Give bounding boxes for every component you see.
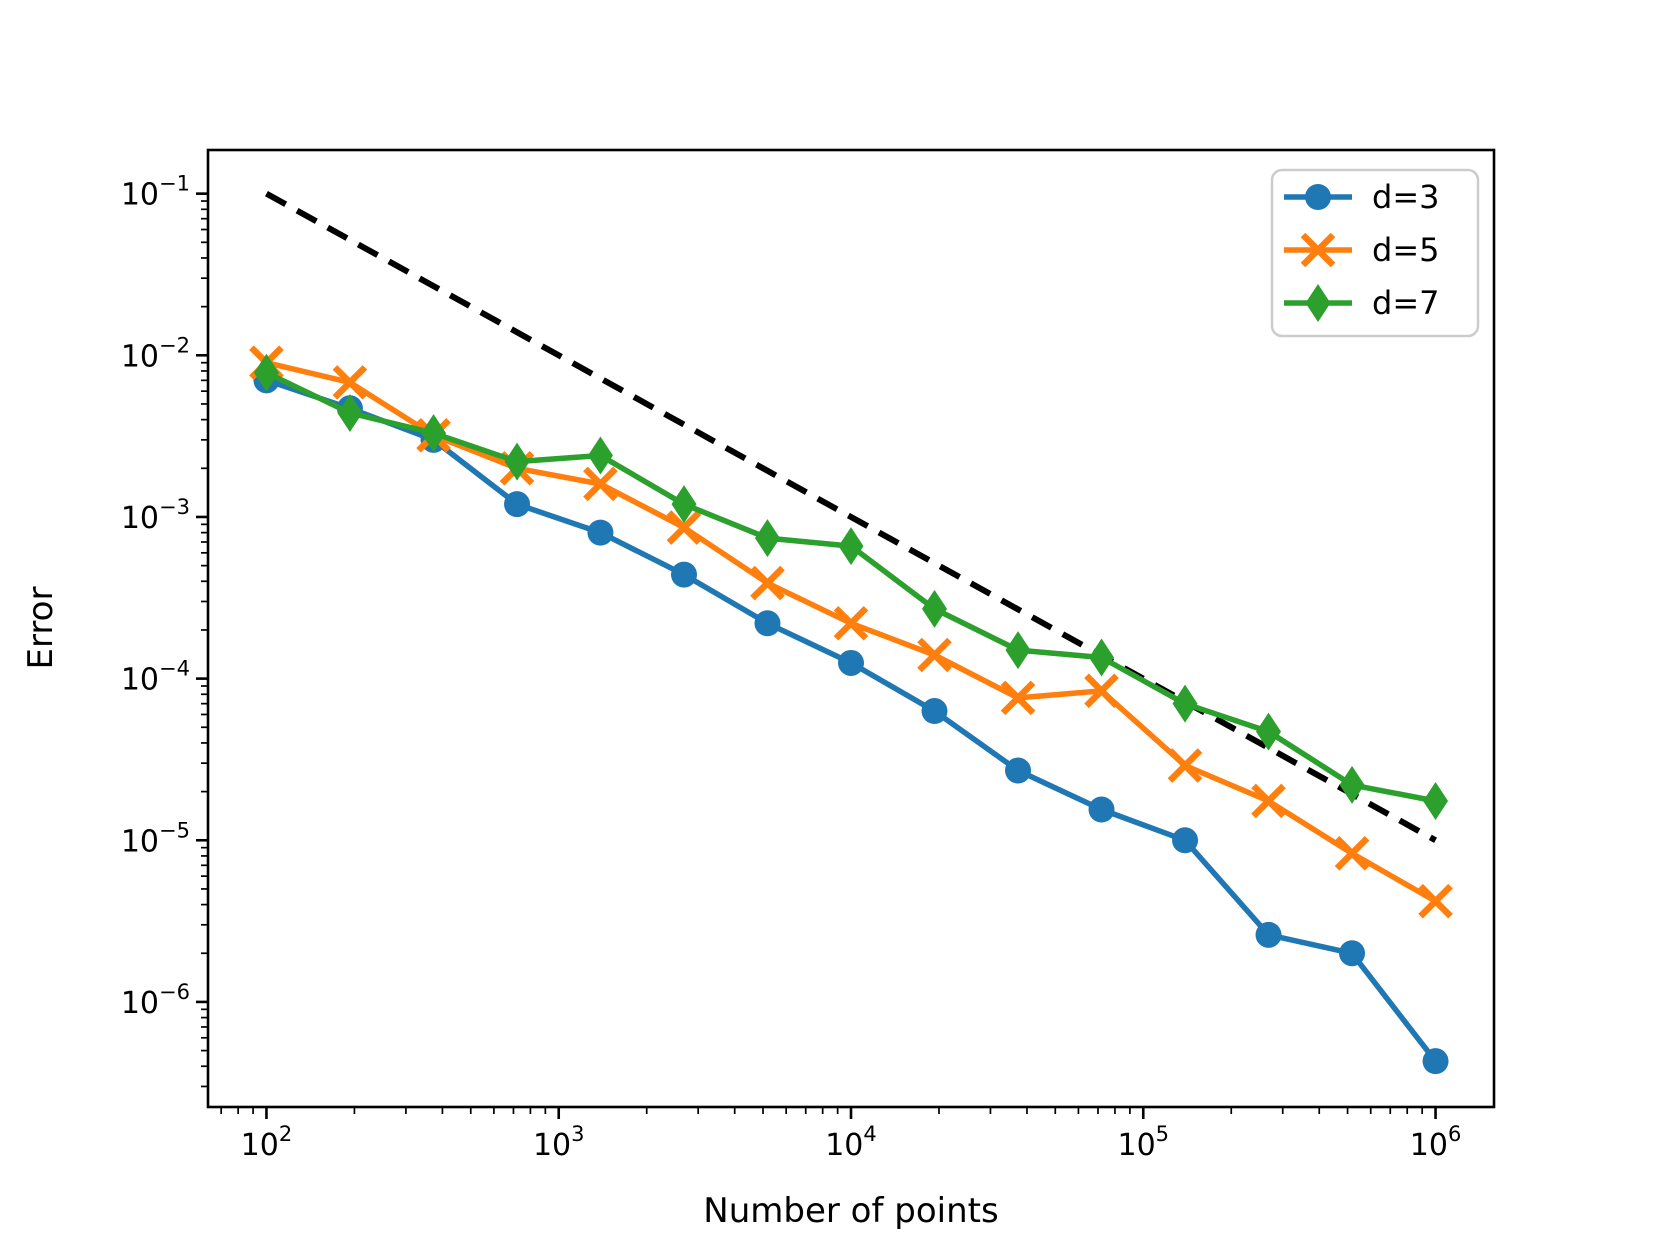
legend-x-marker [1300, 232, 1336, 268]
circle-marker [1005, 757, 1032, 784]
thin-diamond-marker [1089, 638, 1115, 677]
x-marker [666, 510, 702, 545]
circle-marker [1255, 921, 1282, 948]
x-marker [332, 365, 368, 400]
legend: d=3 d=5 d=7 [1270, 168, 1480, 338]
x-marker [1334, 836, 1370, 871]
thin-diamond-marker [754, 519, 780, 558]
thin-diamond-marker [337, 393, 363, 432]
thin-diamond-marker [587, 436, 613, 475]
thin-diamond-marker [1339, 765, 1365, 804]
x-marker [1167, 748, 1203, 783]
legend-item-d3: d=3 [1284, 178, 1439, 216]
legend-item-d7: d=7 [1284, 284, 1439, 322]
circle-marker [1172, 827, 1199, 854]
x-axis-label: Number of points [703, 1191, 998, 1231]
x-marker [833, 605, 869, 641]
series-d7 [253, 353, 1449, 820]
circle-marker [504, 491, 531, 518]
circle-marker [754, 610, 781, 637]
circle-marker [671, 561, 698, 588]
legend-label: d=5 [1372, 231, 1439, 269]
x-marker [1418, 883, 1453, 919]
plot-border [206, 148, 1496, 1109]
circle-marker [587, 519, 614, 546]
thin-diamond-marker [504, 442, 530, 481]
circle-marker [1339, 940, 1366, 967]
thin-diamond-marker [1256, 712, 1282, 751]
thin-diamond-marker [253, 353, 279, 392]
x-marker [1084, 673, 1119, 709]
x-tick-label: 102 [241, 1122, 293, 1163]
plot-data [249, 191, 1453, 1075]
circle-marker [1422, 1048, 1449, 1075]
thin-diamond-marker [421, 414, 447, 453]
thin-diamond-marker [838, 527, 864, 566]
circle-marker [921, 698, 948, 725]
thin-diamond-marker [1423, 781, 1449, 820]
x-marker [1251, 783, 1286, 819]
legend-item-d5: d=5 [1284, 231, 1439, 269]
x-marker [750, 565, 785, 601]
thin-diamond-marker [1005, 631, 1031, 670]
legend-label: d=3 [1372, 178, 1439, 216]
reference-dashed-line [265, 191, 1438, 843]
circle-marker [1088, 796, 1115, 823]
legend-label: d=7 [1372, 284, 1439, 322]
y-tick-label: 10−6 [121, 980, 190, 1021]
thin-diamond-marker [1172, 684, 1198, 723]
legend-circle-marker [1305, 184, 1331, 210]
thin-diamond-marker [671, 485, 697, 524]
x-marker [583, 466, 618, 502]
thin-diamond-marker [922, 589, 948, 628]
legend-thin-diamond-marker [1305, 284, 1331, 322]
x-marker [1000, 680, 1036, 716]
x-marker [917, 637, 952, 673]
y-axis-label: Error [21, 587, 61, 670]
circle-marker [838, 649, 864, 676]
